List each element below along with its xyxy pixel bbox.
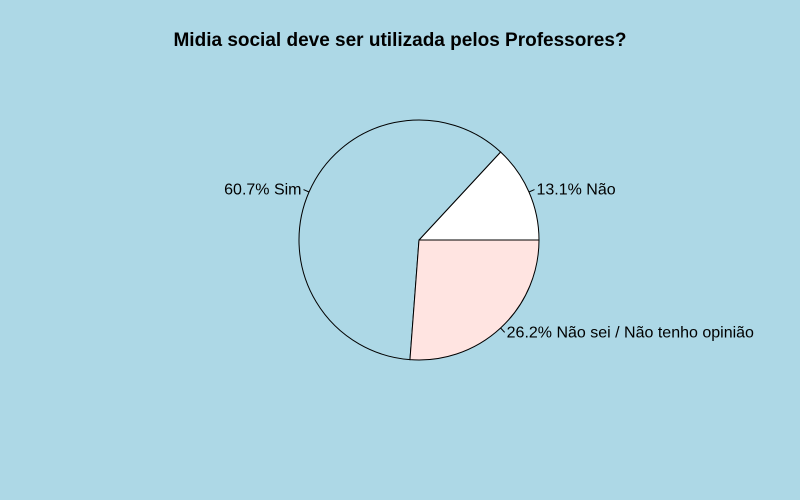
pie-label-tick-0	[528, 189, 535, 193]
pie-label-2: 26.2% Não sei / Não tenho opinião	[507, 324, 754, 341]
pie-label-tick-1	[303, 189, 310, 193]
pie-slice-1	[298, 119, 502, 361]
pie-label-1: 60.7% Sim	[224, 182, 301, 199]
pie-label-tick-2	[500, 327, 506, 333]
pie-label-0: 13.1% Não	[536, 182, 615, 199]
chart-title: Midia social deve ser utilizada pelos Pr…	[173, 30, 627, 51]
pie-slice-0	[417, 151, 540, 241]
pie-slice-2	[409, 239, 540, 361]
